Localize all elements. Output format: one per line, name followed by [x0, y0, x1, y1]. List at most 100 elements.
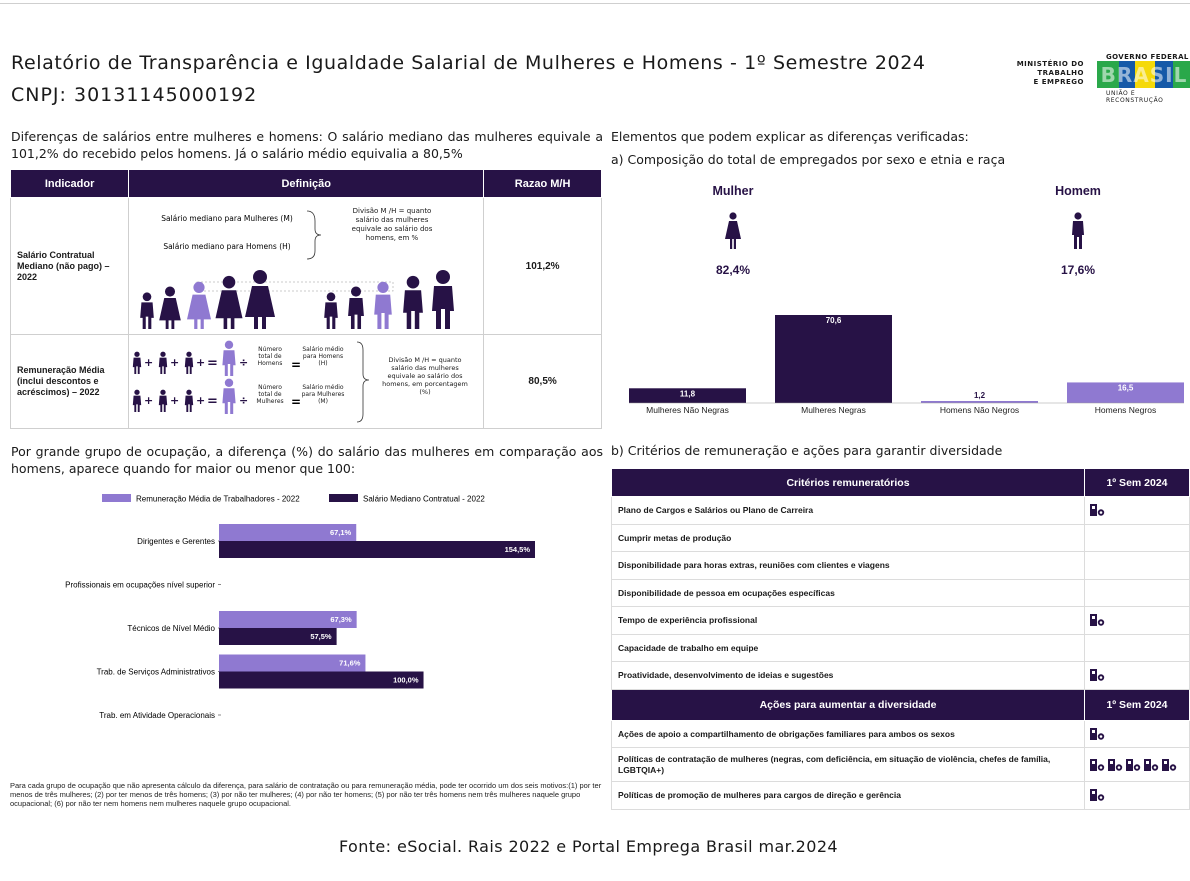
men-percent: 17,6% [1061, 263, 1095, 277]
person-icon [222, 340, 236, 376]
category-label: Homens Não Negros [940, 405, 1019, 415]
check-icon [1090, 669, 1105, 682]
definition-median-salary: Salário mediano para Mulheres (M) Salári… [128, 197, 485, 335]
check-icon [1090, 614, 1105, 627]
svg-text:+: + [144, 394, 153, 407]
bar-value-label: 11,8 [680, 389, 696, 398]
bar-value-label: 57,5% [310, 632, 332, 641]
table-row: Políticas de promoção de mulheres para c… [611, 781, 1190, 810]
svg-text:=: = [291, 358, 301, 372]
person-icon [215, 275, 243, 329]
composition-bar [1067, 382, 1184, 403]
svg-text:+: + [170, 356, 179, 369]
check-icon [1090, 789, 1105, 802]
composition-bars: 11,8 Mulheres Não Negras 70,6 Mulheres Negr… [629, 315, 1184, 415]
ratio-average: 80,5% [483, 334, 602, 429]
criteria-mark [1084, 578, 1190, 607]
criteria-heading: b) Critérios de remuneração e ações para… [611, 443, 1003, 458]
person-icon [133, 389, 142, 412]
person-icon [374, 281, 393, 329]
occupation-bars: Dirigentes e Gerentes 67,1% 154,5% Profissi… [65, 524, 535, 720]
company-cnpj: CNPJ: 30131145000192 [11, 84, 258, 106]
criteria-mark [1084, 719, 1190, 748]
person-icon [159, 351, 168, 374]
table-row: Cumprir metas de produção [611, 523, 1190, 552]
gov-slogan: UNIÃO E RECONSTRUÇÃO [1106, 90, 1164, 104]
median-note: Divisão M /H = quanto salário das mulher… [351, 206, 433, 242]
ministry-line: MINISTÉRIO DO [1016, 60, 1084, 68]
check-icon [1162, 758, 1177, 771]
occupation-label: Técnicos de Nível Médio [127, 624, 215, 633]
criteria-label: Políticas de promoção de mulheres para c… [611, 781, 1085, 810]
svg-text:=: = [291, 395, 301, 409]
semester-header-2: 1º Sem 2024 [1084, 688, 1190, 721]
occupation-bar [219, 541, 535, 558]
person-icon [133, 351, 142, 374]
criteria-table: Critérios remuneratórios 1º Sem 2024 Pla… [611, 468, 1190, 810]
criteria-mark [1084, 606, 1190, 635]
bar-value-label: 67,3% [330, 615, 352, 624]
report-title: Relatório de Transparência e Igualdade S… [11, 52, 926, 74]
svg-text:+: + [196, 394, 205, 407]
women-label: Mulher [713, 184, 754, 198]
criteria-mark [1084, 523, 1190, 552]
criteria-label: Disponibilidade para horas extras, reuni… [611, 551, 1085, 580]
criteria-label: Capacidade de trabalho em equipe [611, 633, 1085, 662]
table-row: Disponibilidade de pessoa em ocupações e… [611, 578, 1190, 607]
criteria-mark [1084, 496, 1190, 525]
occupation-bar [219, 654, 366, 672]
legend-swatch-median [329, 494, 358, 502]
bar-value-label: 1,2 [974, 391, 986, 400]
occupation-bar [219, 671, 424, 689]
check-icon [1108, 758, 1123, 771]
count-women-label: Número total de Mulheres [256, 383, 284, 405]
occupation-label: Profissionais em ocupações nível superio… [65, 581, 215, 590]
table-row: Ações de apoio a compartilhamento de obr… [611, 719, 1190, 748]
source-note: Fonte: eSocial. Rais 2022 e Portal Empre… [339, 837, 838, 856]
person-icon [403, 275, 424, 329]
person-icon [245, 269, 276, 329]
occupation-label: Dirigentes e Gerentes [137, 537, 215, 546]
average-note: Divisão M /H = quanto salário das mulher… [382, 355, 469, 396]
table-row: Políticas de contratação de mulheres (ne… [611, 747, 1190, 782]
semester-header: 1º Sem 2024 [1084, 468, 1190, 497]
legend-average: Remuneração Média de Trabalhadores - 202… [136, 495, 300, 504]
median-women-label: Salário mediano para Mulheres (M) [161, 214, 293, 223]
table-row: Plano de Cargos e Salários ou Plano de C… [611, 496, 1190, 525]
brace-icon [357, 341, 370, 422]
composition-bar [921, 401, 1038, 403]
occupation-bar [219, 628, 337, 645]
criteria-mark [1084, 781, 1190, 810]
legend-swatch-average [102, 494, 131, 502]
col-header-ratio: Razao M/H [483, 169, 602, 198]
svg-text:BRASIL: BRASIL [1101, 63, 1188, 87]
check-icon [1090, 758, 1105, 771]
person-icon [222, 378, 236, 414]
person-icon [187, 281, 212, 329]
ministry-line: E EMPREGO [1033, 78, 1084, 86]
svg-text:÷: ÷ [239, 394, 248, 407]
svg-text:+: + [144, 356, 153, 369]
person-icon [185, 351, 194, 374]
person-icon [185, 389, 194, 412]
svg-text:+: + [170, 394, 179, 407]
col-header-indicator: Indicador [9, 169, 130, 198]
sum-women-icon: + + + = ÷ [133, 378, 248, 414]
bar-value-label: 154,5% [505, 545, 531, 554]
gov-federal-label: GOVERNO FEDERAL [1106, 53, 1189, 61]
median-definition-graphic: Salário mediano para Mulheres (M) Salári… [140, 206, 455, 329]
occupation-text: Por grande grupo de ocupação, a diferenç… [11, 444, 603, 476]
man-icon [1072, 212, 1084, 249]
occupation-bar [219, 611, 357, 628]
average-men-label: Salário médio para Homens (H) [302, 345, 344, 367]
median-men-label: Salário mediano para Homens (H) [164, 242, 291, 251]
ratio-median: 101,2% [483, 197, 602, 335]
person-icon [348, 286, 365, 329]
average-women-label: Salário médio para Mulheres (M) [301, 383, 345, 405]
diversity-header: Ações para aumentar a diversidade [611, 688, 1085, 721]
composition-chart: Mulher Homem 82,4% 17,6% 11,8 Mulheres Nã… [629, 184, 1184, 415]
svg-text:=: = [207, 394, 218, 409]
footnote: Para cada grupo de ocupação que não apre… [10, 781, 602, 808]
criteria-mark [1084, 747, 1190, 782]
occupation-chart: Remuneração Média de Trabalhadores - 202… [65, 494, 535, 720]
